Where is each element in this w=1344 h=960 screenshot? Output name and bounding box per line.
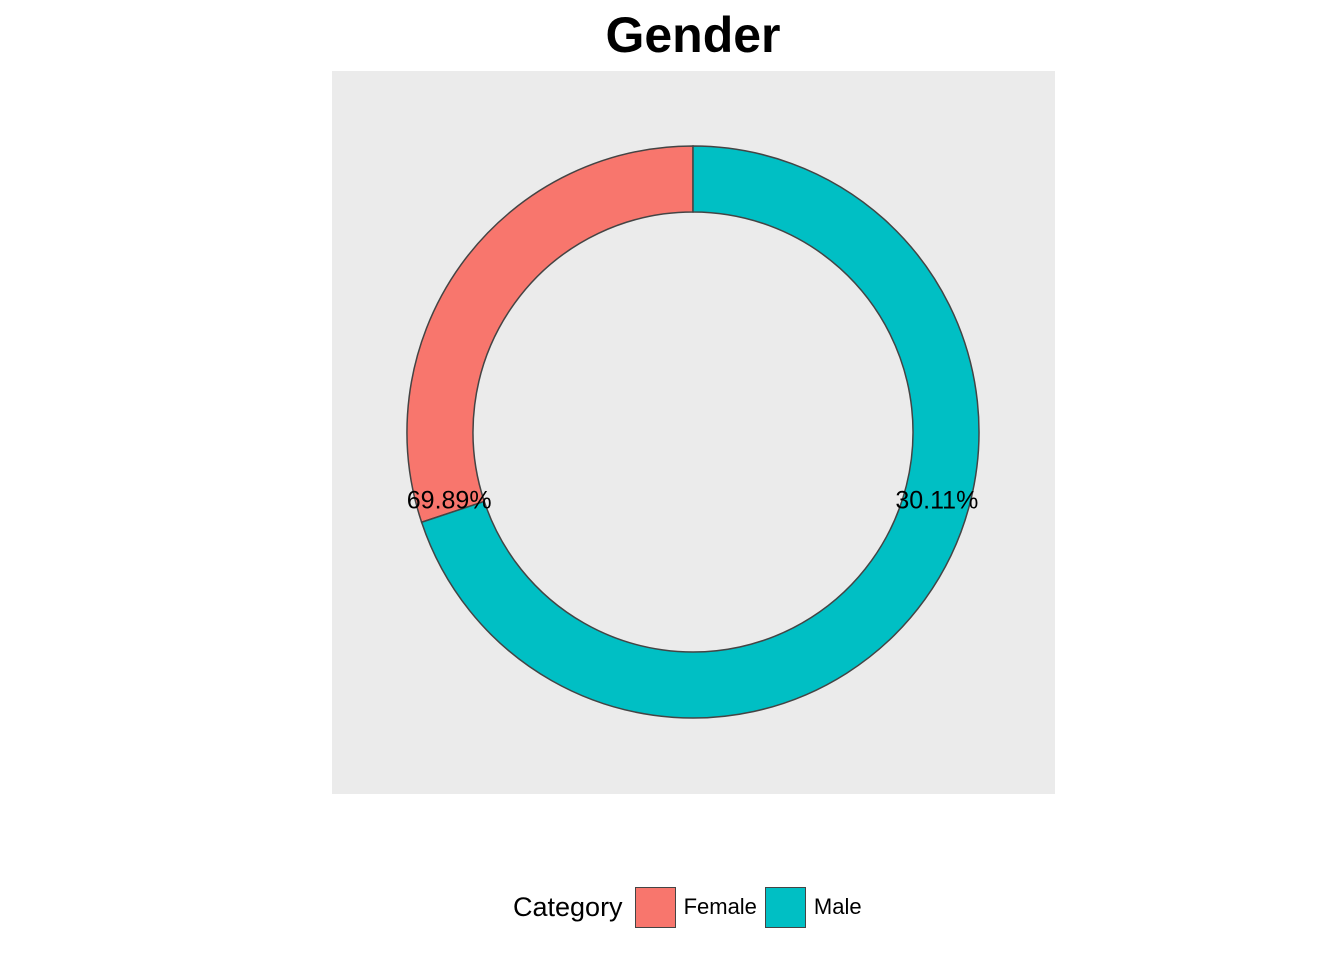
slices-group <box>406 145 980 719</box>
legend: Category Female Male <box>513 884 870 930</box>
data-label-0: 69.89% <box>407 486 492 514</box>
legend-item-male: Male <box>764 886 862 928</box>
labels-group: 69.89% 30.11% <box>407 486 979 514</box>
legend-label-female: Female <box>683 894 757 919</box>
chart-title: Gender <box>605 7 781 63</box>
data-label-1: 30.11% <box>895 486 978 514</box>
legend-title: Category <box>513 891 623 922</box>
slice-male <box>420 145 980 719</box>
legend-key-female <box>634 886 676 928</box>
legend-key-male <box>764 886 806 928</box>
slice-female <box>406 145 694 524</box>
legend-label-male: Male <box>813 894 862 919</box>
legend-item-female: Female <box>634 886 757 928</box>
